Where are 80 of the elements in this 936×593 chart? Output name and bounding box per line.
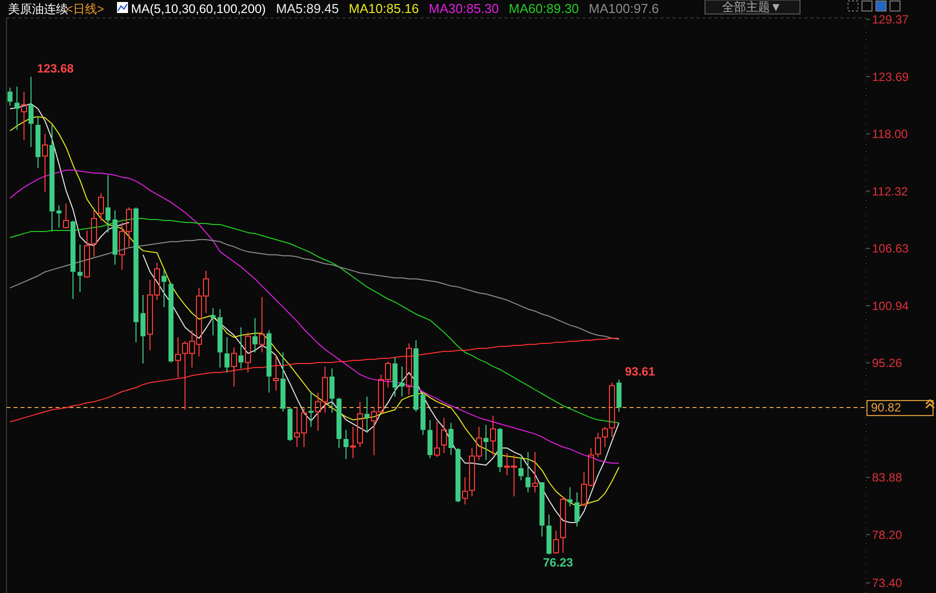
candlestick (568, 486, 572, 507)
y-tick-label: 106.63 (872, 242, 910, 256)
candlestick (28, 76, 34, 148)
annotation: 76.23 (543, 555, 574, 570)
candlestick (420, 392, 426, 436)
candlestick (400, 366, 404, 398)
candlestick (336, 397, 342, 449)
candlestick (344, 429, 348, 460)
candlestick (350, 426, 356, 459)
candlestick (162, 269, 166, 308)
candlestick (134, 206, 138, 343)
chart-subtitle: <日线> (66, 2, 104, 16)
candlestick (392, 356, 398, 398)
candlestick (14, 86, 20, 130)
line-series (10, 239, 620, 340)
annotation: MA(5,10,30,60,100,200) (131, 2, 266, 16)
candlestick (406, 342, 412, 396)
candlestick (532, 452, 538, 493)
y-tick-label: 118.00 (872, 127, 908, 142)
candlestick (112, 210, 118, 266)
candlestick (456, 448, 460, 503)
candlestick (56, 204, 62, 228)
y-tick-label: 83.88 (872, 470, 902, 485)
y-tick-label: 112.32 (872, 184, 908, 198)
annotation: 123.68 (37, 62, 74, 76)
candlestick (518, 456, 524, 481)
candlestick (224, 336, 230, 374)
y-tick-label: 129.37 (872, 12, 910, 27)
y-tick-label: 78.20 (872, 528, 902, 542)
candlestick (231, 346, 237, 388)
candlestick (414, 340, 418, 412)
candlestick (330, 368, 334, 414)
text: MA100:97.6 (588, 1, 659, 16)
candlestick (266, 330, 272, 394)
candlestick (238, 326, 244, 369)
text: MA30:85.30 (428, 1, 499, 16)
candlestick (484, 424, 488, 461)
candlestick (140, 294, 146, 364)
candlestick (218, 308, 222, 368)
candlestick (441, 417, 447, 454)
candlestick (498, 427, 502, 473)
candlestick (21, 91, 27, 140)
candlestick (288, 407, 292, 442)
y-tick-label: 123.69 (872, 70, 910, 84)
candlestick (462, 476, 468, 505)
candlestick (168, 282, 174, 363)
candlestick (8, 87, 12, 106)
candlestick (280, 352, 286, 412)
candlestick (50, 124, 54, 232)
candlestick (106, 174, 110, 234)
candlestick (210, 308, 216, 336)
candlestick (78, 244, 82, 292)
candlestick (70, 220, 76, 300)
candlestick (546, 514, 552, 554)
y-tick-label: 73.40 (872, 576, 902, 590)
chart-title: 美原油连续 (8, 2, 68, 16)
candlestick (36, 116, 40, 169)
candlestick (364, 396, 370, 434)
candlestick (616, 378, 622, 412)
candlestick (273, 354, 279, 392)
candlestick (259, 296, 265, 353)
candlestick (428, 419, 432, 459)
text: MA60:89.30 (508, 1, 579, 16)
ref-line-label: 90.82 (871, 400, 902, 415)
line-series (10, 338, 620, 422)
text: MA5:89.45 (276, 1, 339, 16)
text: 全部主题▼ (722, 0, 782, 14)
line-series (10, 170, 620, 464)
candlestick (252, 318, 258, 353)
y-tick-label: 95.26 (872, 356, 902, 370)
text: 93.61 (625, 364, 656, 378)
candlestick (448, 422, 454, 456)
y-tick-label: 100.94 (872, 298, 910, 313)
candlestick (574, 492, 580, 528)
candlestick (91, 210, 97, 258)
candlestick (526, 452, 530, 493)
candlestick (308, 391, 314, 428)
candlestick (42, 133, 48, 193)
text: MA10:85.16 (348, 1, 419, 16)
candlestick (490, 415, 496, 456)
